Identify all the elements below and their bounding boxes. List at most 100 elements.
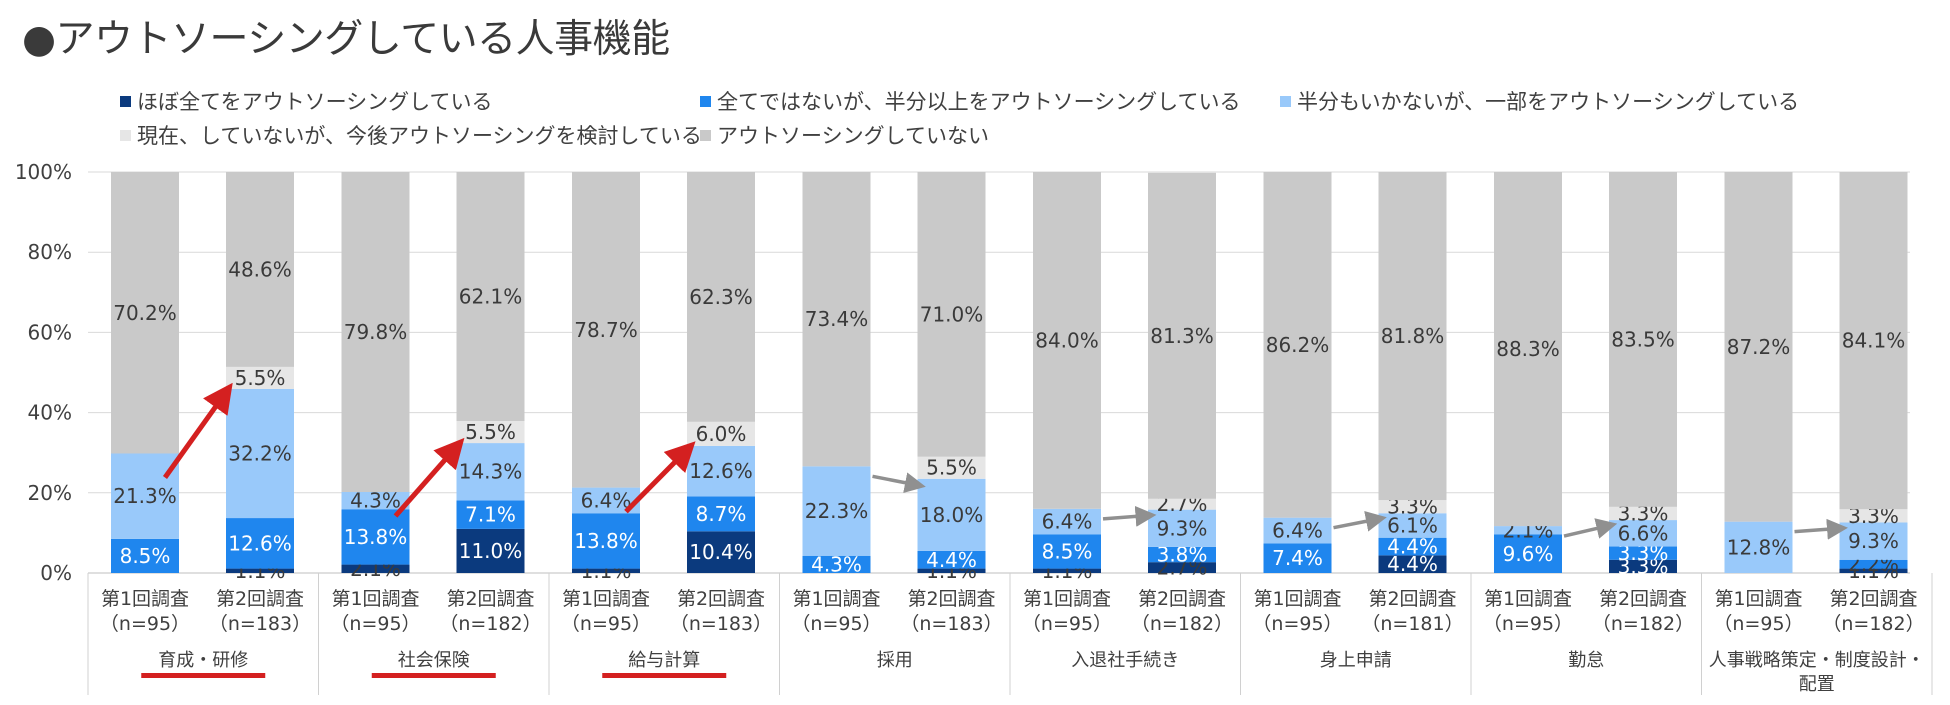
data-label: 84.0% (1035, 328, 1099, 352)
data-label: 84.1% (1842, 329, 1906, 353)
x-tick-label: 第2回調査 (446, 588, 534, 610)
x-tick-label: （n=95） (791, 613, 881, 635)
data-label: 81.3% (1150, 324, 1214, 348)
data-label: 12.8% (1727, 535, 1791, 559)
x-tick-label: 第1回調査 (331, 588, 419, 610)
bar-segment (1378, 513, 1447, 538)
data-label: 6.4% (1272, 518, 1323, 542)
legend-label: アウトソーシングしていない (717, 124, 989, 148)
legend-label: 半分もいかないが、一部をアウトソーシングしている (1297, 90, 1800, 114)
data-label: 7.4% (1272, 546, 1323, 570)
bar-segment (687, 445, 755, 497)
data-label: 71.0% (920, 302, 984, 326)
data-label: 87.2% (1727, 335, 1791, 359)
bar-segment (917, 478, 986, 551)
x-tick-label: 第2回調査 (677, 588, 765, 610)
group-label: 入退社手続き (1071, 650, 1179, 671)
bar-segment (456, 172, 525, 422)
legend-swatch (120, 129, 131, 141)
y-tick-label: 100% (15, 160, 72, 184)
bar-segment (1033, 508, 1101, 535)
legend-item-more-than-half: 全てではないが、半分以上をアウトソーシングしている (700, 86, 1241, 116)
legend-swatch (120, 95, 131, 107)
bar-segment (687, 421, 755, 446)
bar-segment (1148, 509, 1216, 547)
x-tick-label: 第2回調査 (1368, 588, 1456, 610)
data-label: 5.5% (465, 420, 516, 444)
legend-label: 全てではないが、半分以上をアウトソーシングしている (717, 90, 1241, 114)
x-tick-label: （n=95） (561, 613, 651, 635)
data-label: 14.3% (459, 460, 523, 484)
data-label: 88.3% (1496, 337, 1560, 361)
bar-segment (341, 491, 410, 510)
bar-segment (687, 172, 755, 422)
x-tick-label: （n=182） (439, 613, 541, 635)
bar-segment (226, 568, 294, 573)
x-tick-label: 第2回調査 (907, 588, 995, 610)
trend-arrow (1794, 518, 1848, 540)
data-label: 62.3% (689, 285, 753, 309)
bar-segment (1839, 522, 1908, 560)
group-label: 育成・研修 (158, 650, 248, 671)
legend-item-almost-all: ほぼ全てをアウトソーシングしている (120, 86, 493, 116)
data-label: 81.8% (1381, 324, 1445, 348)
bar-segment (687, 531, 755, 573)
data-label: 6.0% (696, 422, 747, 446)
bar-segment (1148, 562, 1216, 573)
trend-arrow (1333, 510, 1387, 532)
x-tick-label: （n=183） (209, 613, 311, 635)
data-label: 62.1% (459, 285, 523, 309)
x-tick-label: （n=95） (330, 613, 420, 635)
bar-segment (1839, 568, 1908, 573)
x-tick-label: （n=182） (1822, 613, 1924, 635)
x-tick-label: 第1回調査 (562, 588, 650, 610)
group-label: 採用 (877, 650, 913, 671)
bar-segment (917, 568, 986, 573)
legend-item-considering: 現在、していないが、今後アウトソーシングを検討している (120, 120, 702, 150)
bar-segment (1263, 172, 1332, 518)
bar-segment (1839, 509, 1908, 523)
data-label: 11.0% (459, 539, 523, 563)
data-label: 70.2% (113, 301, 177, 325)
trend-arrow (393, 437, 465, 518)
bar-segment (341, 172, 410, 492)
bar-segment (1494, 534, 1562, 573)
bar-segment (802, 466, 871, 556)
bar-segment (111, 538, 179, 573)
data-label: 8.5% (120, 544, 171, 568)
bar-segment (802, 555, 871, 573)
bar-segment (1033, 172, 1101, 509)
data-label: 13.8% (344, 525, 408, 549)
bar-segment (1378, 172, 1447, 501)
x-tick-label: 第1回調査 (1023, 588, 1111, 610)
y-tick-label: 40% (28, 401, 72, 425)
y-tick-label: 80% (28, 240, 72, 264)
x-tick-label: （n=95） (1713, 613, 1803, 635)
bar-segment (1609, 559, 1677, 573)
data-label: 4.3% (811, 552, 862, 576)
bar-segment (1494, 526, 1562, 535)
group-highlight-underline (371, 673, 496, 678)
bar-segment (687, 496, 755, 532)
bar-segment (1609, 546, 1677, 560)
x-tick-label: 第1回調査 (1253, 588, 1341, 610)
group-highlight-underline (141, 673, 266, 678)
data-label: 83.5% (1611, 327, 1675, 351)
group-label: 給与計算 (628, 650, 700, 671)
bar-segment (1609, 172, 1677, 507)
data-label: 4.4% (926, 548, 977, 572)
bar-segment (1033, 568, 1101, 573)
x-tick-label: 第1回調査 (1484, 588, 1572, 610)
x-tick-label: （n=95） (1022, 613, 1112, 635)
legend-label: 現在、していないが、今後アウトソーシングを検討している (137, 124, 702, 148)
x-tick-label: 第2回調査 (1829, 588, 1917, 610)
data-label: 86.2% (1266, 333, 1330, 357)
x-tick-label: 第2回調査 (216, 588, 304, 610)
data-label: 78.7% (574, 318, 638, 342)
bar-segment (226, 172, 294, 367)
data-label: 7.1% (465, 503, 516, 527)
trend-arrow (1563, 518, 1618, 539)
data-label: 12.6% (228, 531, 292, 555)
data-label: 9.3% (1157, 516, 1208, 540)
